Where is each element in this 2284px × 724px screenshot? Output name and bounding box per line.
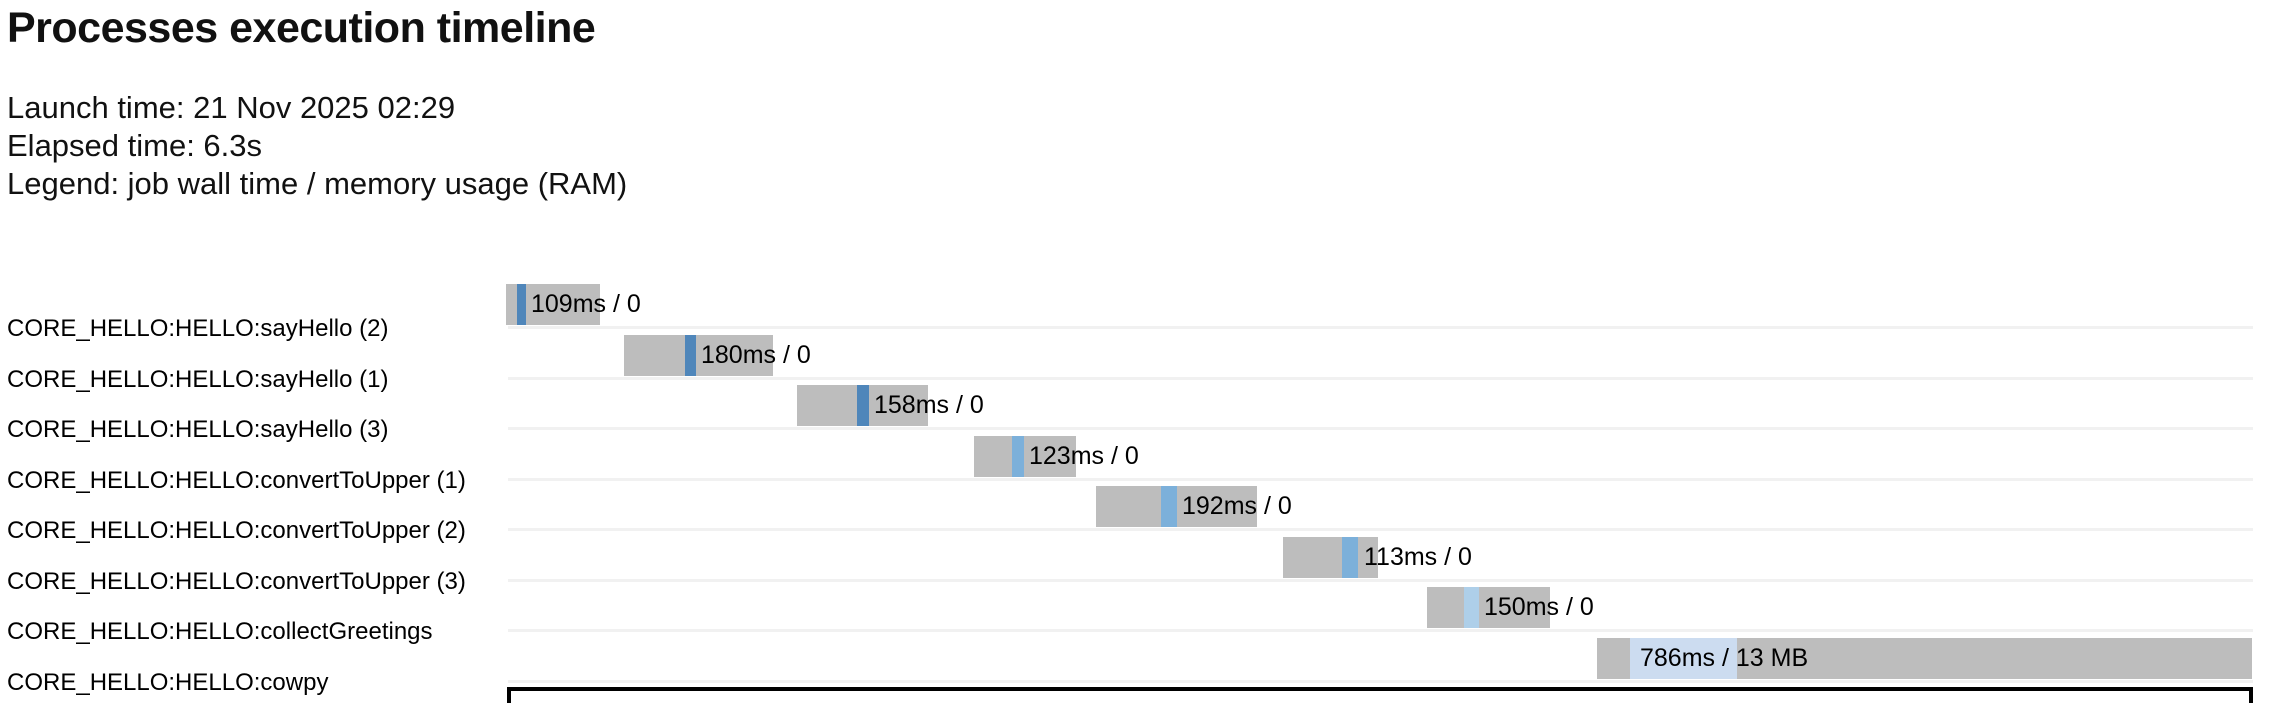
process-label: CORE_HELLO:HELLO:sayHello (3): [7, 416, 389, 443]
task-run-segment: [1630, 637, 1737, 679]
task-run-segment: [1012, 435, 1024, 477]
task-bar[interactable]: [1283, 536, 1378, 578]
row-separator: [508, 326, 2253, 329]
launch-time-line: Launch time: 21 Nov 2025 02:29: [7, 90, 456, 125]
row-separator: [508, 629, 2253, 632]
task-bar[interactable]: [1427, 587, 1550, 628]
legend-line: Legend: job wall time / memory usage (RA…: [7, 166, 628, 201]
page-title: Processes execution timeline: [7, 4, 596, 52]
x-axis-domain-line: [507, 687, 2253, 691]
process-label: CORE_HELLO:HELLO:convertToUpper (1): [7, 466, 466, 494]
process-label: CORE_HELLO:HELLO:sayHello (2): [7, 315, 389, 342]
task-bar[interactable]: [974, 435, 1076, 477]
process-label: CORE_HELLO:HELLO:collectGreetings: [7, 618, 433, 645]
task-bar-label: 123ms / 0: [1029, 441, 1139, 470]
task-bar[interactable]: [1096, 486, 1257, 527]
task-run-segment: [1464, 587, 1479, 628]
task-bar-label: 113ms / 0: [1364, 542, 1472, 571]
row-separator: [508, 376, 2253, 380]
x-axis-tick-right: [2249, 687, 2253, 703]
process-label: CORE_HELLO:HELLO:convertToUpper (2): [7, 517, 466, 544]
task-bar-label: 192ms / 0: [1182, 492, 1292, 520]
elapsed-time-line: Elapsed time: 6.3s: [7, 128, 263, 163]
process-label: CORE_HELLO:HELLO:sayHello (1): [7, 365, 389, 393]
task-bar-label: 180ms / 0: [701, 340, 811, 369]
row-separator: [508, 578, 2253, 582]
row-separator: [508, 477, 2253, 481]
task-bar[interactable]: [797, 385, 928, 426]
process-label: CORE_HELLO:HELLO:convertToUpper (3): [7, 567, 466, 595]
task-run-segment: [517, 284, 526, 325]
row-separator: [508, 427, 2253, 430]
row-separator: [508, 679, 2253, 683]
report-meta: Launch time: 21 Nov 2025 02:29 Elapsed t…: [7, 89, 627, 203]
task-bar-label: 786ms / 13 MB: [1640, 643, 1809, 672]
task-run-segment: [1342, 536, 1358, 578]
task-run-segment: [857, 385, 869, 426]
task-bar-label: 158ms / 0: [874, 391, 984, 419]
process-label: CORE_HELLO:HELLO:cowpy: [7, 668, 329, 696]
task-bar[interactable]: [1597, 637, 2252, 679]
task-bar-label: 150ms / 0: [1484, 593, 1594, 621]
task-bar[interactable]: [624, 334, 773, 376]
x-axis-tick-left: [507, 687, 511, 703]
row-separator: [508, 528, 2253, 531]
task-bar-label: 109ms / 0: [531, 290, 641, 318]
task-run-segment: [685, 334, 696, 376]
task-bar[interactable]: [506, 284, 600, 325]
task-run-segment: [1161, 486, 1177, 527]
